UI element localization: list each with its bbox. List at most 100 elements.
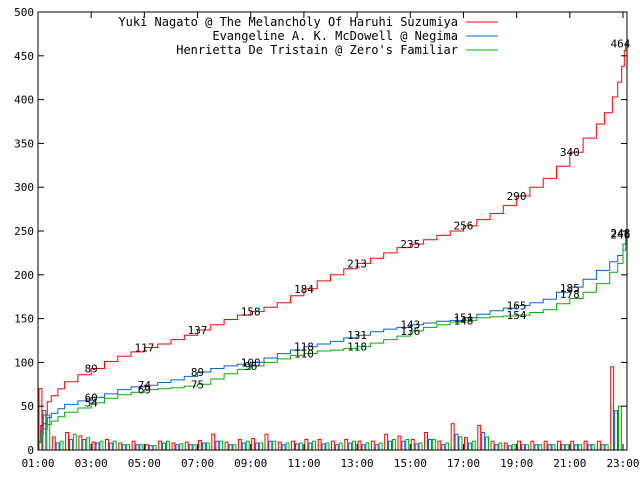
hourly-bar <box>538 444 543 451</box>
hourly-bar <box>188 444 193 451</box>
hourly-bars <box>38 366 622 451</box>
hourly-bar <box>374 444 379 451</box>
y-tick-label: 350 <box>14 137 34 150</box>
hourly-bar <box>312 440 317 451</box>
hourly-bar <box>291 440 296 451</box>
hourly-bar <box>498 442 503 451</box>
hourly-bar <box>591 444 596 451</box>
hourly-bar <box>384 433 389 451</box>
point-label: 213 <box>347 257 367 270</box>
point-label: 340 <box>560 146 580 159</box>
hourly-bar <box>179 443 184 451</box>
hourly-bar <box>414 443 419 451</box>
point-label: 290 <box>507 190 527 203</box>
point-label: 117 <box>134 342 154 355</box>
hourly-bar <box>245 440 250 451</box>
point-label: 118 <box>294 341 314 354</box>
point-label: 248 <box>610 227 630 240</box>
point-label: 137 <box>188 324 208 337</box>
hourly-bar <box>441 444 446 451</box>
hourly-bar <box>219 440 224 451</box>
point-label: 165 <box>507 300 527 313</box>
hourly-bar <box>95 442 100 451</box>
hourly-bar <box>574 444 579 451</box>
y-tick-label: 300 <box>14 181 34 194</box>
legend: Yuki Nagato @ The Melancholy Of Haruhi S… <box>118 15 498 57</box>
x-tick-label: 19:00 <box>500 457 533 470</box>
series-line-2 <box>38 234 627 444</box>
point-label: 464 <box>610 38 630 51</box>
hourly-bar <box>521 444 525 451</box>
hourly-bar <box>618 405 622 451</box>
hourly-bar <box>232 444 237 451</box>
hourly-bar <box>388 440 393 451</box>
hourly-bar <box>268 440 273 451</box>
hourly-bar <box>112 440 117 451</box>
hourly-bar <box>184 441 189 451</box>
y-tick-label: 450 <box>14 50 34 63</box>
hourly-bar <box>507 445 512 451</box>
hourly-bar <box>69 439 73 451</box>
hourly-bar <box>357 440 362 451</box>
hourly-bar <box>72 433 77 451</box>
hourly-bar <box>450 423 455 451</box>
x-tick-label: 03:00 <box>75 457 108 470</box>
x-tick-label: 21:00 <box>553 457 586 470</box>
hourly-bar <box>211 433 216 451</box>
point-label: 60 <box>85 391 98 404</box>
point-label: 54 <box>85 397 99 410</box>
hourly-bar <box>59 440 64 451</box>
hourly-bar <box>401 440 406 451</box>
hourly-bar <box>126 444 130 451</box>
hourly-bar <box>237 439 242 451</box>
hourly-bar <box>334 444 339 451</box>
hourly-bar <box>564 444 569 451</box>
hourly-bar <box>583 440 588 451</box>
point-label: 118 <box>347 341 367 354</box>
hourly-bar <box>471 440 476 451</box>
hourly-bar <box>454 433 459 451</box>
point-label: 136 <box>400 325 420 338</box>
legend-entry-2: Henrietta De Tristain @ Zero's Familiar <box>176 43 458 57</box>
hourly-bar <box>321 443 326 451</box>
hourly-bar <box>517 440 521 451</box>
point-label: 235 <box>400 238 420 251</box>
hourly-bar <box>464 437 468 451</box>
hourly-bar <box>251 438 256 451</box>
y-tick-label: 400 <box>14 94 34 107</box>
y-tick-label: 0 <box>27 444 34 457</box>
hourly-bar <box>224 441 229 451</box>
hourly-bar <box>166 440 170 451</box>
hourly-bar <box>285 442 290 451</box>
hourly-bar <box>494 444 499 451</box>
hourly-bar <box>91 441 96 451</box>
hourly-bar <box>600 444 605 451</box>
x-tick-label: 05:00 <box>128 457 161 470</box>
y-tick-label: 50 <box>21 400 34 413</box>
hourly-bar <box>55 442 60 451</box>
hourly-bar <box>304 439 309 451</box>
point-label: 110 <box>294 348 314 361</box>
series-lines <box>38 43 627 444</box>
x-tick-label: 07:00 <box>181 457 214 470</box>
hourly-bar <box>122 444 127 451</box>
point-label: 89 <box>85 363 98 376</box>
hourly-bar <box>325 442 330 451</box>
hourly-bar <box>596 440 601 451</box>
point-label: 89 <box>191 366 204 379</box>
series-line-0 <box>38 43 627 442</box>
hourly-bar <box>614 410 618 451</box>
hourly-bar <box>431 439 436 451</box>
point-label: 75 <box>191 378 204 391</box>
hourly-bar <box>610 366 615 451</box>
hourly-bar <box>392 439 396 451</box>
hourly-bar <box>135 444 140 451</box>
point-label: 148 <box>454 314 474 327</box>
hourly-bar <box>144 444 149 451</box>
hourly-bar <box>198 439 202 451</box>
hourly-bar <box>352 440 357 451</box>
hourly-bar <box>162 442 167 451</box>
hourly-bar <box>108 442 113 451</box>
hourly-bar <box>152 445 157 451</box>
